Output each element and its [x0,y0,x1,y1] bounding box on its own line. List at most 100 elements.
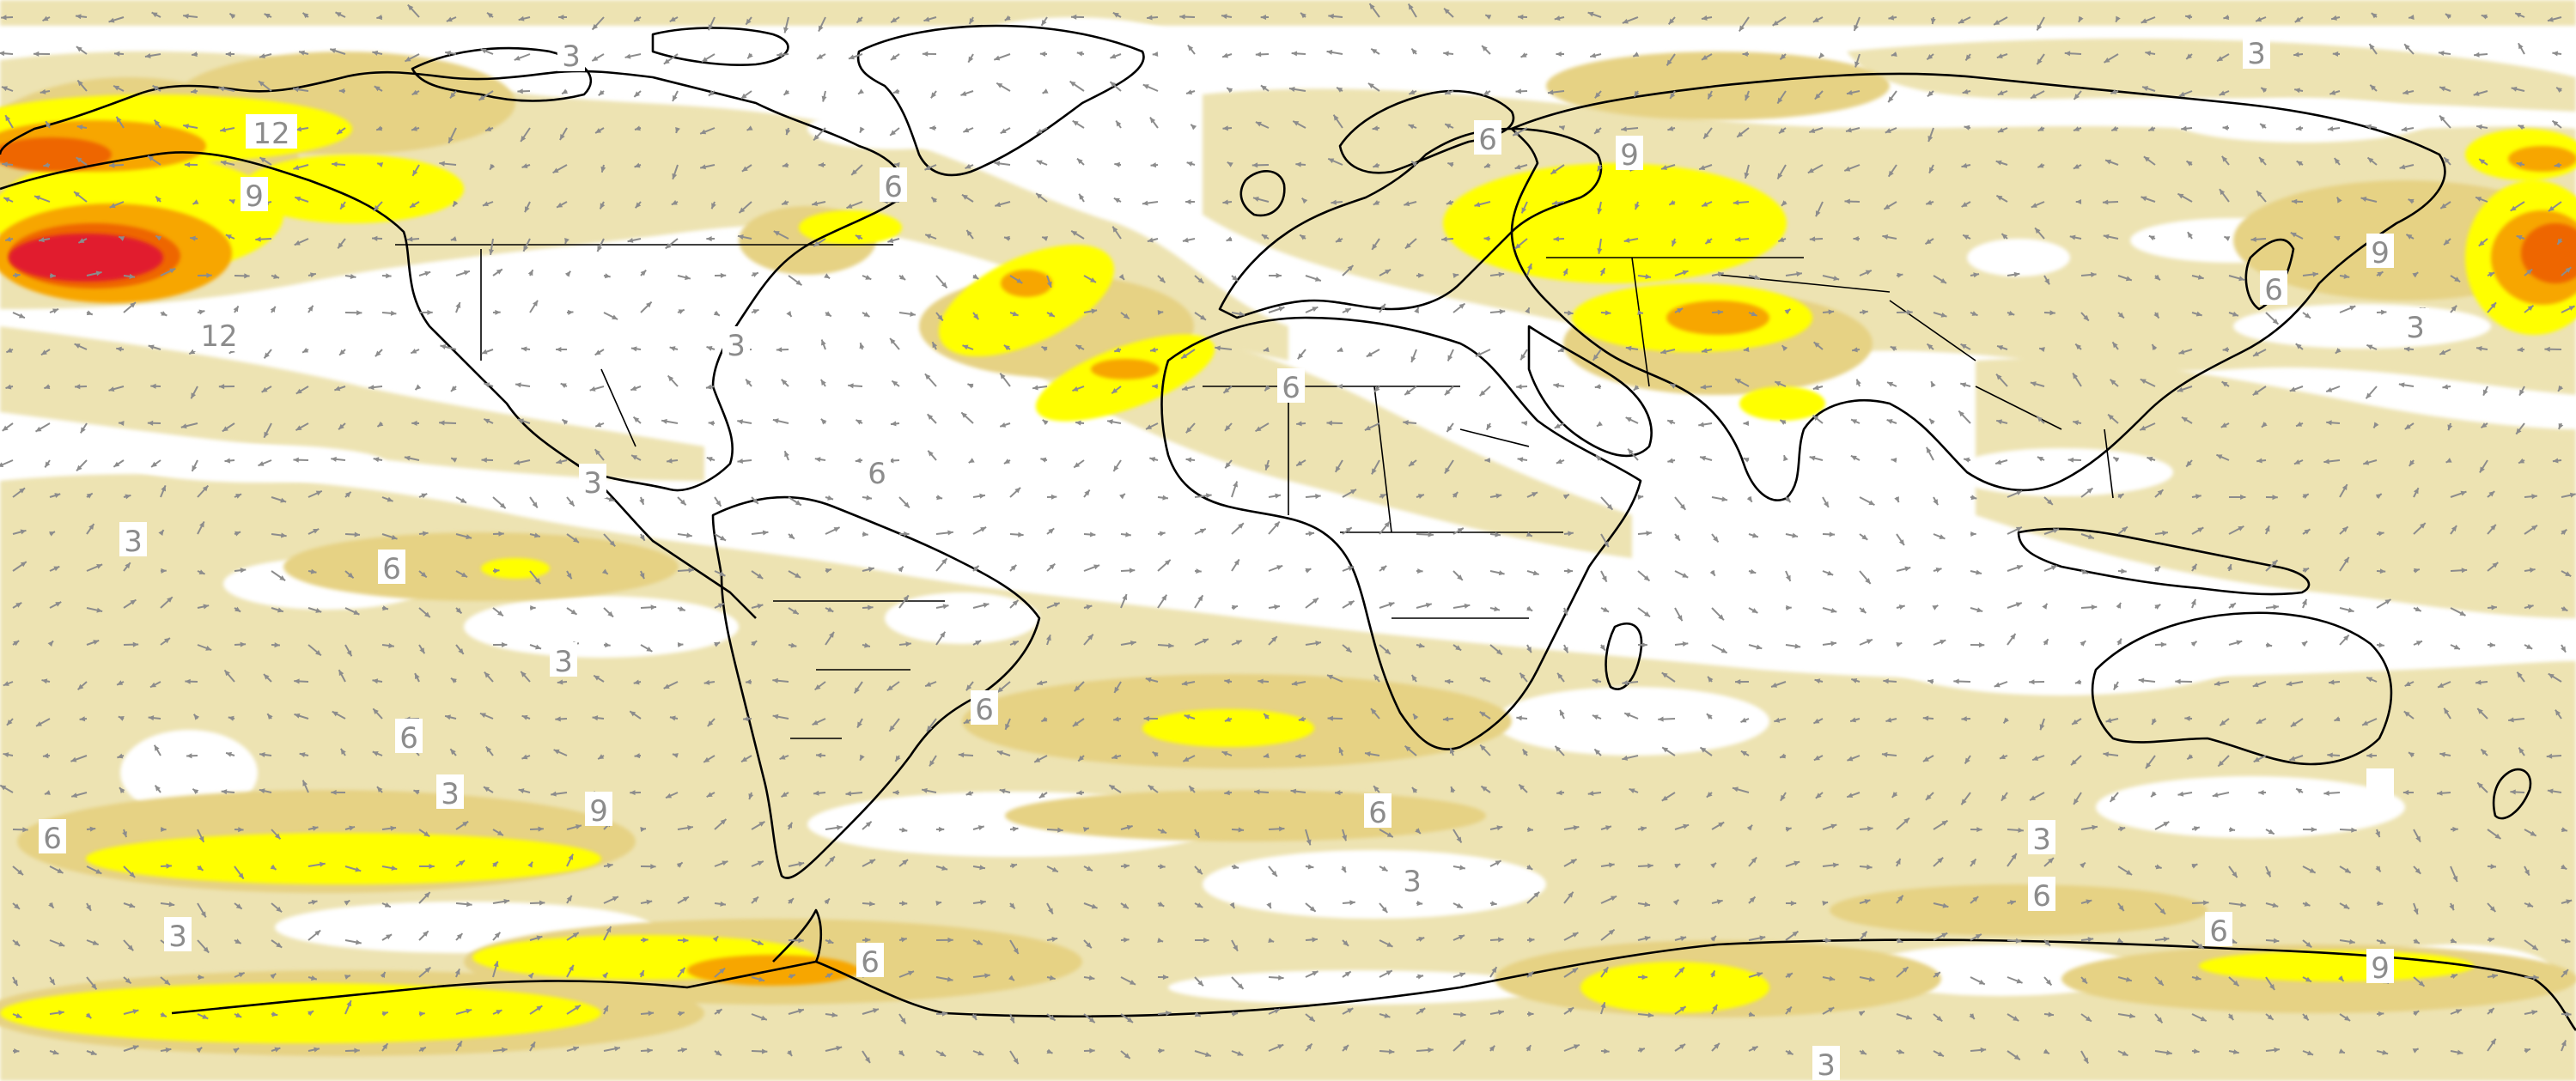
wind-arrow-head [2110,88,2117,94]
wind-arrow-head [2032,756,2039,761]
wind-arrow-head [2015,526,2022,532]
wind-arrow-head [1519,784,1525,791]
wind-arrow-head [1418,937,1425,942]
wind-arrow-head [2301,598,2307,605]
wind-arrow-head [869,859,876,865]
wind-arrow-head [2155,864,2162,870]
coast-antarctic-peninsula [772,908,823,963]
wind-arrow-head [390,310,397,316]
wind-arrow-head [1224,678,1230,684]
wind-arrow-head [2449,904,2454,911]
wind-arrow-head [924,165,931,171]
wind-arrow-head [1624,713,1631,718]
wind-arrow-head [1517,457,1524,463]
wind-arrow-head [1629,788,1635,793]
wind-arrow-head [1495,493,1502,499]
wind-arrow-head [1146,424,1153,429]
wind-arrow-head [1525,307,1530,314]
wind-arrow-head [928,450,934,457]
wind-arrow-head [935,901,942,907]
svg-text:6: 6 [2032,879,2051,914]
wind-arrow-head [462,821,469,827]
wind-arrow-head [1301,197,1308,204]
wind-arrow-head [132,641,139,647]
wind-arrow-head [673,94,678,101]
wind-arrow-head [1787,1049,1793,1055]
wind-arrow-head [2378,531,2384,537]
wind-arrow-head [487,12,493,19]
wind-arrow-head [868,901,875,907]
wind-arrow-head [1009,1017,1014,1023]
wind-arrow-head [820,418,827,425]
wind-arrow-head [2122,1050,2128,1056]
wind-arrow-head [1127,1017,1134,1023]
wind-arrow-head [2409,752,2415,758]
wind-arrow-head [42,753,49,759]
wind-arrow-head [634,125,641,131]
wind-arrow-head [1847,756,1854,762]
wind-arrow-head [186,753,192,759]
wind-arrow-head [1295,161,1301,167]
wind-arrow-head [1969,1013,1975,1019]
contour-label: 3 [1398,862,1426,899]
wind-arrow-head [233,1048,240,1054]
wind-arrow-head [827,606,834,612]
wind-arrow-head [372,678,379,684]
wind-arrow-head [17,869,23,876]
wind-arrow-head [2290,721,2297,727]
wind-arrow-head [1278,306,1285,312]
contour-label: 9 [241,177,268,214]
wind-arrow-head [1891,52,1897,57]
wind-arrow-head [35,721,42,726]
wind-arrow-head [965,790,972,796]
wind-arrow-head [2413,938,2420,944]
wind-arrow-head [1641,642,1647,648]
contour-band [2508,146,2576,172]
wind-arrow-head [2492,973,2498,979]
wind-arrow-head [2561,529,2567,536]
wind-arrow-head [1255,52,1262,58]
wind-arrow-head [2366,753,2372,759]
contour-label: 9 [2366,234,2394,270]
wind-arrow-head [1288,86,1295,93]
wind-arrow-head [762,530,769,536]
wind-arrow-head [2,425,9,431]
wind-arrow-head [2121,568,2127,574]
wind-arrow-head [1000,128,1007,134]
wind-arrow-head [634,15,641,21]
wind-arrow-head [1072,386,1079,392]
wind-arrow-head [2303,1014,2309,1021]
wind-arrow-head [2153,312,2159,319]
wind-arrow-head [937,314,943,321]
wind-arrow-head [892,789,898,796]
wind-arrow-head [85,1012,92,1019]
wind-arrow-head [1860,607,1867,613]
wind-arrow-head [1460,1011,1466,1017]
wind-arrow-head [1298,716,1305,722]
coast-africa [1160,316,1642,750]
wind-arrow-head [2016,978,2023,984]
wind-arrow-head [826,973,833,979]
wind-arrow-head [661,418,667,424]
wind-arrow-head [2117,494,2124,500]
wind-arrow-head [2073,420,2080,426]
wind-arrow-head [2037,457,2043,462]
wind-arrow-head [2337,975,2344,981]
wind-arrow-head [523,245,529,252]
wind-arrow-head [2377,901,2384,907]
wind-arrow-head [1312,971,1318,976]
wind-arrow-head [2327,125,2334,132]
wind-arrow-head [2408,198,2415,204]
wind-arrow-head [2474,52,2480,58]
wind-arrow-head [1142,84,1149,89]
wind-arrow-head [338,88,345,94]
wind-arrow-head [2052,528,2059,534]
wind-arrow-head [1160,864,1166,870]
wind-arrow-head [669,16,676,22]
wind-arrow-head [410,202,417,208]
wind-arrow-head [1784,308,1791,315]
wind-arrow-head [2221,155,2228,162]
coastlines [0,24,2576,1031]
wind-arrow-head [2444,708,2450,714]
wind-arrow-head [572,1046,579,1052]
